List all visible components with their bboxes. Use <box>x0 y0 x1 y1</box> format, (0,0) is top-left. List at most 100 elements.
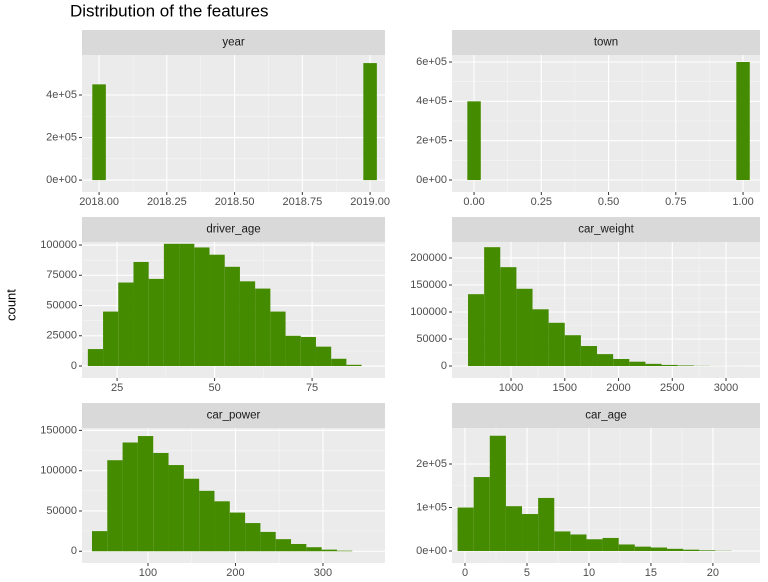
x-tick-label: 0.25 <box>531 196 552 208</box>
x-tick-label: 0.00 <box>463 196 484 208</box>
bar <box>87 349 104 367</box>
strip <box>452 217 760 242</box>
strip-label: car_age <box>585 410 627 422</box>
bar <box>179 243 195 367</box>
bar <box>586 539 603 551</box>
y-tick-label: 100000 <box>40 239 77 251</box>
x-tick-label: 20 <box>707 567 719 579</box>
bar <box>677 365 694 367</box>
bar <box>214 501 230 552</box>
y-tick-label: 1e+05 <box>416 501 447 513</box>
bar <box>736 62 750 181</box>
x-tick-label: 300 <box>314 567 332 579</box>
y-tick-label: 2e+05 <box>416 458 447 470</box>
x-tick-label: 25 <box>111 382 123 394</box>
y-tick-label: 4e+05 <box>46 89 77 101</box>
y-tick-label: 150000 <box>40 424 77 436</box>
strip <box>82 30 385 55</box>
y-tick-label: 2e+05 <box>416 135 447 147</box>
bar <box>300 336 316 367</box>
y-tick-label: 100000 <box>40 465 77 477</box>
x-tick-label: 3000 <box>714 382 738 394</box>
bar <box>683 549 700 551</box>
x-tick-label: 200 <box>226 567 244 579</box>
x-tick-label: 2019.00 <box>350 196 390 208</box>
bar <box>602 537 619 551</box>
bar <box>336 550 353 552</box>
x-tick-label: 15 <box>645 567 657 579</box>
bar <box>291 543 307 552</box>
strip <box>82 403 385 428</box>
x-tick-label: 1000 <box>499 382 523 394</box>
bar <box>270 311 286 367</box>
bar <box>183 478 200 552</box>
bar <box>634 546 651 551</box>
bar <box>260 531 276 552</box>
bar <box>661 364 678 367</box>
bar <box>667 548 684 551</box>
y-tick-label: 150000 <box>410 279 447 291</box>
panel <box>82 55 385 192</box>
bar <box>321 549 337 552</box>
y-tick-label: 0 <box>71 360 77 372</box>
y-tick-label: 0 <box>71 545 77 557</box>
bar <box>473 477 490 551</box>
bar <box>209 254 225 367</box>
bar <box>532 309 549 367</box>
bar <box>255 288 271 367</box>
y-tick-label: 0 <box>441 360 447 372</box>
panel <box>452 55 760 192</box>
y-tick-label: 0e+00 <box>46 174 77 186</box>
x-tick-label: 2000 <box>606 382 630 394</box>
bar <box>194 247 210 367</box>
bar <box>315 346 332 367</box>
x-tick-label: 2018.25 <box>147 196 187 208</box>
bar <box>538 497 555 551</box>
bar <box>168 465 184 552</box>
strip-label: town <box>594 37 618 49</box>
bar <box>103 311 119 367</box>
x-tick-label: 0 <box>462 567 468 579</box>
x-tick-label: 2018.75 <box>282 196 322 208</box>
bar <box>122 442 138 552</box>
y-tick-label: 6e+05 <box>416 56 447 68</box>
bar <box>91 531 108 552</box>
x-tick-label: 50 <box>208 382 220 394</box>
bar <box>92 84 106 181</box>
x-tick-label: 100 <box>139 567 157 579</box>
bar <box>554 531 571 551</box>
x-tick-label: 2018.00 <box>79 196 119 208</box>
bar <box>163 243 180 367</box>
strip <box>452 30 760 55</box>
y-axis-label: count <box>3 289 18 321</box>
y-tick-label: 75000 <box>46 269 77 281</box>
bar <box>613 358 630 367</box>
bar <box>118 282 134 367</box>
x-tick-label: 2500 <box>660 382 684 394</box>
x-tick-label: 0.50 <box>598 196 619 208</box>
bar <box>363 63 377 181</box>
x-tick-label: 10 <box>583 567 595 579</box>
bar <box>346 364 362 367</box>
y-tick-label: 200000 <box>410 252 447 264</box>
bar <box>570 534 587 551</box>
bar <box>107 460 123 552</box>
y-tick-label: 50000 <box>416 333 447 345</box>
x-tick-label: 5 <box>524 567 530 579</box>
strip-label: driver_age <box>206 224 260 236</box>
bar <box>306 547 322 552</box>
bar <box>229 512 246 552</box>
y-tick-label: 50000 <box>46 505 77 517</box>
bar <box>331 358 347 367</box>
y-tick-label: 25000 <box>46 330 77 342</box>
bar <box>245 523 261 552</box>
bar <box>275 539 292 552</box>
y-tick-label: 2e+05 <box>46 131 77 143</box>
bar <box>457 507 474 551</box>
bar <box>522 514 539 551</box>
strip <box>82 217 385 242</box>
bar <box>516 288 533 367</box>
bar <box>500 267 517 367</box>
bar <box>548 322 565 367</box>
